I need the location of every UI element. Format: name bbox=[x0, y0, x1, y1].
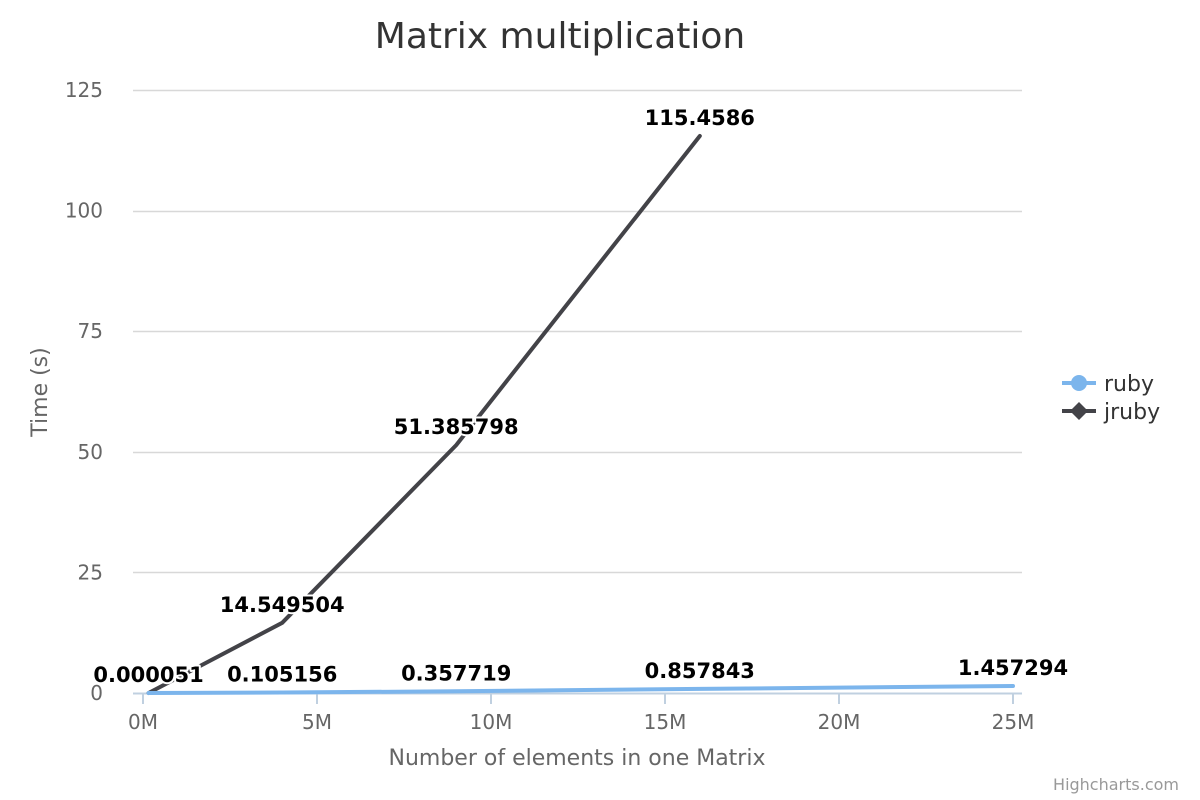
x-tick-label: 20M bbox=[818, 710, 861, 734]
x-axis-title: Number of elements in one Matrix bbox=[389, 746, 766, 771]
legend-label: ruby bbox=[1104, 372, 1154, 397]
x-tick-label: 0M bbox=[128, 710, 158, 734]
series-line-ruby[interactable] bbox=[146, 684, 1015, 695]
grid-layer bbox=[133, 89, 1022, 574]
y-tick-label: 50 bbox=[78, 440, 103, 464]
x-tick-label: 10M bbox=[470, 710, 513, 734]
legend-item-ruby[interactable]: ruby bbox=[1062, 372, 1154, 397]
x-tick-label: 15M bbox=[644, 710, 687, 734]
legend-item-jruby[interactable]: jruby bbox=[1062, 400, 1160, 425]
data-label-ruby: 0.105156 bbox=[227, 662, 337, 686]
series-line-jruby[interactable] bbox=[146, 134, 702, 695]
data-label-ruby: 0.000051 bbox=[93, 663, 203, 687]
chart-title: Matrix multiplication bbox=[375, 16, 745, 57]
data-label-jruby: 14.549504 bbox=[220, 593, 345, 617]
data-label-ruby: 1.457294 bbox=[958, 656, 1068, 680]
y-tick-label: 25 bbox=[78, 560, 103, 584]
credits-link[interactable]: Highcharts.com bbox=[1053, 775, 1179, 794]
y-tick-label: 75 bbox=[78, 319, 103, 343]
legend-circle-marker bbox=[1071, 375, 1087, 391]
y-tick-label: 125 bbox=[65, 78, 103, 102]
data-label-jruby: 115.4586 bbox=[645, 106, 755, 130]
y-axis-title: Time (s) bbox=[28, 347, 53, 437]
y-tick-label: 100 bbox=[65, 199, 103, 223]
legend: ruby jruby bbox=[1062, 372, 1160, 425]
y-tick-label: 0 bbox=[90, 681, 103, 705]
legend-diamond-marker bbox=[1070, 402, 1088, 420]
data-label-ruby: 0.357719 bbox=[401, 661, 511, 685]
legend-label: jruby bbox=[1103, 400, 1160, 425]
series-layer bbox=[146, 134, 1015, 695]
x-tick-label: 5M bbox=[302, 710, 332, 734]
axis-layer: 0 25 50 75 100 125 0M 5M 10M 15M 20M 25M bbox=[65, 78, 1035, 734]
data-label-ruby: 0.857843 bbox=[645, 659, 755, 683]
data-label-layer: 0.000051 0.105156 0.357719 0.857843 1.457294… bbox=[91, 104, 1070, 689]
x-tick-label: 25M bbox=[992, 710, 1035, 734]
data-label-jruby: 51.385798 bbox=[394, 415, 519, 439]
